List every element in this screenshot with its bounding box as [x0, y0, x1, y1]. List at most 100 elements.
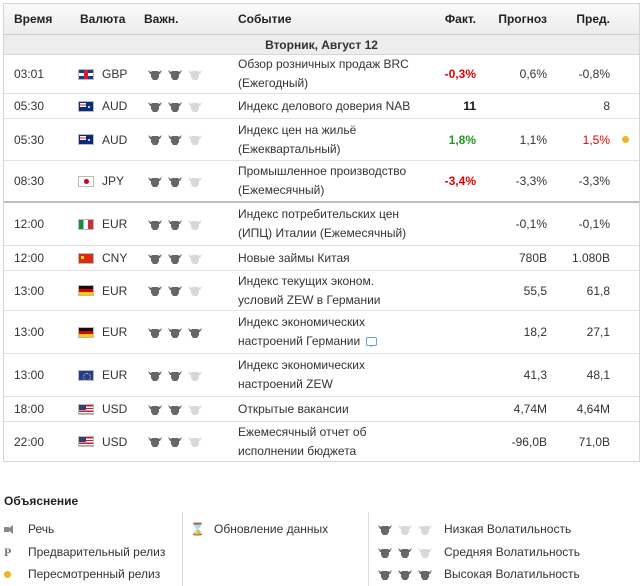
revised-dot-icon	[622, 136, 629, 143]
event-name[interactable]: Открытые вакансии	[226, 400, 416, 419]
table-row[interactable]: 12:00 EUR Индекс потребительских цен (ИПЦ) …	[4, 203, 639, 246]
mid-volatility-icon	[378, 547, 444, 558]
event-name[interactable]: Индекс экономических настроений ZEW	[226, 356, 416, 394]
bull-icon	[148, 404, 162, 415]
header-previous[interactable]: Пред.	[576, 12, 610, 26]
legend-preliminary-label: Предварительный релиз	[28, 545, 166, 559]
currency-code: AUD	[102, 99, 128, 113]
event-time: 13:00	[14, 283, 45, 298]
event-time: 13:00	[14, 368, 45, 382]
header-currency[interactable]: Валюта	[80, 12, 126, 26]
currency-code: JPY	[102, 174, 125, 188]
legend-high-label: Высокая Волатильность	[444, 567, 580, 581]
previous-value: -0,1%	[578, 217, 610, 231]
legend-speech-label: Речь	[28, 522, 55, 536]
event-currency: EUR	[68, 284, 136, 298]
speaker-icon	[4, 524, 22, 534]
event-name[interactable]: Индекс цен на жильё (Ежеквартальный)	[226, 121, 416, 159]
bull-icon	[168, 285, 182, 296]
table-row[interactable]: 22:00 USD Ежемесячный отчет об исполнении б…	[4, 422, 639, 461]
forecast-value: -0,1%	[515, 217, 547, 231]
event-currency: EUR	[68, 368, 136, 382]
currency-code: GBP	[102, 67, 128, 81]
bull-icon	[148, 436, 162, 447]
legend-title: Объяснение	[4, 494, 79, 508]
currency-code: USD	[102, 402, 128, 416]
event-name[interactable]: Промышленное производство (Ежемесячный)	[226, 162, 416, 200]
event-name-line1: Промышленное производство	[238, 164, 407, 178]
legend-divider	[368, 512, 369, 586]
event-name-line1: Обзор розничных продаж BRC	[238, 57, 409, 71]
table-row[interactable]: 13:00 EUR Индекс текущих эконом. условий ZE…	[4, 271, 639, 311]
forecast-value: 41,3	[523, 368, 547, 382]
importance-bulls	[136, 327, 226, 338]
bull-icon	[148, 370, 162, 381]
event-currency: JPY	[68, 174, 136, 188]
bull-icon	[168, 253, 182, 264]
event-name[interactable]: Новые займы Китая	[226, 249, 416, 268]
event-currency: EUR	[68, 217, 136, 231]
event-name[interactable]: Обзор розничных продаж BRC (Ежегодный)	[226, 55, 416, 93]
event-time: 12:00	[14, 251, 45, 265]
actual-value: 11	[463, 99, 476, 113]
bull-icon	[188, 69, 202, 80]
event-name-line2: условий ZEW в Германии	[238, 292, 381, 307]
bull-icon	[148, 176, 162, 187]
bull-icon	[188, 219, 202, 230]
low-volatility-icon	[378, 524, 444, 535]
bull-icon	[188, 253, 202, 264]
bull-icon	[418, 547, 432, 558]
legend-grid: Речь P Предварительный релиз Пересмотрен…	[4, 512, 640, 586]
header-forecast[interactable]: Прогноз	[498, 12, 547, 26]
flag-icon	[78, 68, 94, 80]
importance-bulls	[136, 253, 226, 264]
bull-icon	[188, 101, 202, 112]
flag-icon	[78, 175, 94, 187]
table-row[interactable]: 13:00 EUR Индекс экономических настроений Z…	[4, 354, 639, 397]
bull-icon	[168, 134, 182, 145]
header-actual[interactable]: Факт.	[444, 12, 476, 26]
bull-icon	[188, 436, 202, 447]
header-time[interactable]: Время	[14, 12, 53, 26]
table-row[interactable]: 18:00 USD Открытые вакансии 4,74M 4,64M	[4, 397, 639, 422]
event-name[interactable]: Индекс потребительских цен (ИПЦ) Италии (…	[226, 205, 416, 243]
event-name-line2: исполнении бюджета	[238, 443, 357, 458]
bull-icon	[398, 524, 412, 535]
header-importance[interactable]: Важн.	[144, 12, 179, 26]
event-name-line1: Индекс потребительских цен	[238, 207, 400, 221]
legend-revised: Пересмотренный релиз	[4, 565, 160, 583]
table-row[interactable]: 05:30 AUD Индекс делового доверия NAB 11 8	[4, 94, 639, 119]
event-name[interactable]: Ежемесячный отчет об исполнении бюджета	[226, 423, 416, 461]
event-time: 18:00	[14, 402, 45, 416]
bull-icon	[188, 404, 202, 415]
event-name[interactable]: Индекс экономических настроений Германии	[226, 313, 416, 351]
revised-dot-icon	[4, 570, 22, 578]
bull-icon	[168, 370, 182, 381]
comment-icon[interactable]	[366, 337, 378, 348]
legend-data-update-label: Обновление данных	[214, 522, 329, 536]
flag-icon	[78, 326, 94, 338]
forecast-value: 780B	[518, 251, 547, 265]
table-row[interactable]: 12:00 CNY Новые займы Китая 780B 1.080B	[4, 246, 639, 271]
previous-value: -0,8%	[578, 67, 610, 81]
actual-value: -0,3%	[444, 67, 476, 81]
event-name[interactable]: Индекс делового доверия NAB	[226, 97, 416, 116]
table-row[interactable]: 13:00 EUR Индекс экономических настроений Г…	[4, 311, 639, 354]
legend-low-volatility: Низкая Волатильность	[378, 520, 571, 538]
importance-bulls	[136, 370, 226, 381]
previous-value: 27,1	[586, 325, 610, 339]
event-name[interactable]: Индекс текущих эконом. условий ZEW в Герм…	[226, 272, 416, 310]
bull-icon	[418, 569, 432, 580]
table-row[interactable]: 05:30 AUD Индекс цен на жильё (Ежеквартальн…	[4, 119, 639, 161]
actual-value: 1,8%	[448, 132, 476, 147]
currency-code: EUR	[102, 325, 128, 339]
table-row[interactable]: 03:01 GBP Обзор розничных продаж BRC (Ежего…	[4, 55, 639, 94]
legend-revised-label: Пересмотренный релиз	[28, 567, 161, 581]
header-event[interactable]: Событие	[238, 11, 292, 26]
table-row[interactable]: 08:30 JPY Промышленное производство (Ежемес…	[4, 161, 639, 203]
previous-value: -3,3%	[578, 174, 610, 188]
flag-icon	[78, 218, 94, 230]
economic-calendar-table: Время Валюта Важн. Событие Факт. Прогноз…	[3, 3, 640, 462]
flag-icon	[78, 252, 94, 264]
bull-icon	[378, 569, 392, 580]
